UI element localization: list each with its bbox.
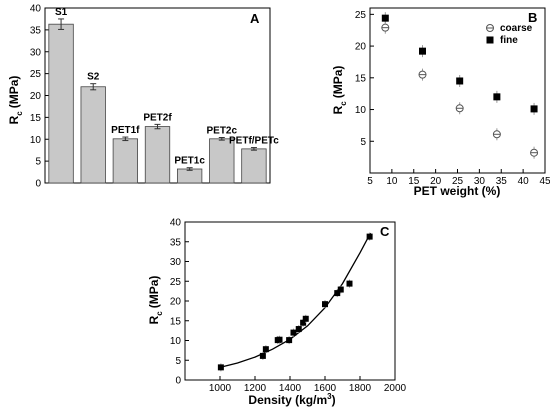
bar-label-S2: S2 — [87, 72, 100, 83]
y-tick-label: 20 — [355, 42, 367, 53]
data-point — [302, 315, 309, 322]
y-tick-label: 35 — [170, 237, 182, 248]
panel-c-letter: C — [380, 224, 390, 239]
x-tick-label: 30 — [474, 176, 486, 187]
data-point — [276, 336, 283, 343]
y-tick-label: 5 — [360, 137, 366, 148]
y-tick-label: 25 — [170, 277, 182, 288]
panel-c-ylabel: Rc(MPa) — [147, 276, 164, 325]
bar-label-PET2f: PET2f — [143, 112, 172, 123]
data-point — [366, 233, 373, 240]
x-tick-label: 40 — [518, 176, 530, 187]
data-point — [322, 301, 328, 308]
bar-label-PET1f: PET1f — [111, 125, 140, 136]
data-point — [259, 352, 266, 359]
panel-c-points — [217, 232, 373, 372]
y-tick-label: 20 — [30, 91, 42, 102]
data-point — [346, 280, 353, 287]
panel-b: B Rc(MPa) PET weight (%) 5 10 15 20 25 30 35 40… — [331, 7, 550, 198]
y-tick-label: 35 — [30, 25, 42, 36]
point-fine — [493, 93, 501, 101]
bar-PET1f — [112, 138, 139, 184]
x-tick-label: 20 — [430, 176, 442, 187]
x-tick-label: 25 — [452, 176, 464, 187]
bar-PET1c — [176, 168, 203, 184]
point-fine — [530, 105, 538, 113]
data-point — [295, 326, 302, 333]
bar-label-PETf/PETc: PETf/PETc — [229, 136, 279, 147]
x-tick-label: 15 — [408, 176, 420, 187]
y-tick-label: 10 — [30, 135, 42, 146]
x-tick-label: 1600 — [314, 383, 337, 394]
panel-c-fit-curve — [219, 232, 372, 369]
panel-b-xlabel: PET weight (%) — [414, 184, 501, 198]
point-fine — [419, 47, 426, 55]
panel-a-y-ticks: 0 5 10 15 20 25 30 35 40 — [30, 4, 49, 190]
y-tick-label: 15 — [170, 316, 182, 327]
point-fine — [456, 77, 464, 85]
y-tick-label: 10 — [170, 336, 182, 347]
bar-label-PET1c: PET1c — [174, 156, 205, 167]
x-tick-label: 1000 — [209, 383, 232, 394]
legend-fine-label: fine — [500, 35, 518, 46]
y-tick-label: 20 — [170, 297, 182, 308]
bar-S1 — [48, 23, 74, 184]
data-point — [337, 286, 344, 293]
y-tick-label: 25 — [30, 69, 42, 80]
panel-a-ylabel: Rc(MPa) — [7, 76, 24, 125]
bar-PET2f — [144, 126, 171, 184]
legend-fine-marker — [486, 36, 494, 44]
legend-coarse-label: coarse — [500, 23, 533, 34]
bar-label-PET2c: PET2c — [206, 126, 237, 137]
x-tick-label: 45 — [539, 176, 550, 187]
y-tick-label: 30 — [30, 47, 42, 58]
y-tick-label: 10 — [355, 105, 367, 116]
panel-b-letter: B — [528, 10, 537, 25]
x-tick-label: 1200 — [244, 383, 267, 394]
point-fine — [381, 14, 389, 22]
data-point — [262, 346, 269, 353]
panel-b-ticks: 5 10 15 20 25 30 35 40 45 5 10 15 20 25 — [355, 10, 550, 187]
panel-b-ylabel: Rc(MPa) — [331, 66, 348, 115]
y-tick-label: 15 — [355, 73, 367, 84]
bar-label-S1: S1 — [55, 7, 68, 18]
y-tick-label: 40 — [30, 4, 42, 15]
x-tick-label: 10 — [386, 176, 398, 187]
y-tick-label: 40 — [170, 218, 182, 229]
bar-PET2c — [209, 138, 235, 184]
panel-b-legend: coarse fine — [486, 23, 533, 46]
y-tick-label: 5 — [175, 356, 181, 367]
panel-b-points — [381, 12, 539, 159]
data-point — [290, 329, 297, 336]
bar-S2 — [80, 86, 106, 184]
data-point — [334, 290, 341, 297]
x-tick-label: 1800 — [349, 383, 372, 394]
x-tick-label: 35 — [496, 176, 508, 187]
x-tick-label: 2000 — [384, 383, 407, 394]
y-tick-label: 0 — [175, 376, 181, 387]
y-tick-label: 5 — [35, 157, 41, 168]
data-point — [217, 364, 224, 371]
panel-c-ticks: 1000 1200 1400 1600 1800 2000 0 5 10 15 20 25 30 35 40 — [170, 218, 407, 395]
y-tick-label: 25 — [355, 10, 367, 21]
data-point — [286, 337, 293, 344]
panel-c: C Rc(MPa) Density (kg/m3) 1000 1200 1400 16… — [147, 218, 407, 408]
y-tick-label: 0 — [35, 179, 41, 190]
y-tick-label: 15 — [30, 113, 42, 124]
data-point — [300, 319, 307, 326]
y-tick-label: 30 — [170, 257, 182, 268]
panel-a-letter: A — [250, 11, 260, 26]
x-tick-label: 1400 — [279, 383, 302, 394]
panel-c-xlabel: Density (kg/m3) — [248, 392, 335, 407]
x-tick-label: 5 — [367, 176, 373, 187]
bar-PETf/PETc — [241, 148, 267, 184]
